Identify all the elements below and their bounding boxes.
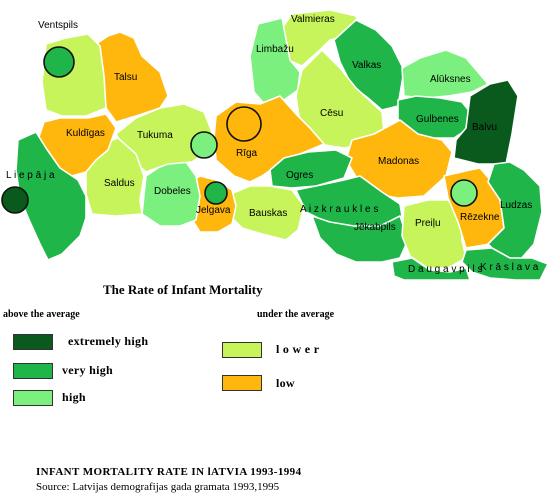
- district-label-valmieras: Valmieras: [291, 14, 335, 25]
- district-label-rezekne: Rēzekne: [460, 212, 500, 223]
- district-labels-layer: Valmieras Limbažu Valkas Alūksnes Gulbenes Ba…: [6, 14, 539, 275]
- district-label-valkas: Valkas: [352, 60, 381, 71]
- legend-swatch-lower: [222, 342, 262, 358]
- district-label-madonas: Madonas: [378, 156, 419, 167]
- legend-swatch-low: [222, 375, 262, 391]
- district-label-balvu: Balvu: [472, 122, 497, 133]
- district-label-ogres: Ogres: [286, 170, 313, 181]
- district-label-aluksnes: Alūksnes: [430, 74, 471, 85]
- legend-under-heading: under the average: [257, 309, 335, 320]
- district-label-riga: Rīga: [236, 148, 258, 159]
- legend-swatch-extremely-high: [13, 334, 53, 350]
- districts-layer: [15, 9, 549, 280]
- district-label-cesu: Cēsu: [320, 108, 343, 119]
- district-label-preilu: Preiļu: [415, 218, 441, 229]
- city-marker-liepaja: [1, 186, 29, 214]
- legend-swatch-high: [13, 390, 53, 406]
- district-label-ludzas: Ludzas: [500, 200, 532, 211]
- district-label-limbazu: Limbažu: [256, 44, 294, 55]
- district-label-saldus: Saldus: [104, 178, 135, 189]
- city-marker-jurmala: [190, 131, 218, 159]
- city-marker-ventspils: [43, 46, 75, 78]
- district-label-daugavpils: D a u g a v p i l s: [408, 264, 482, 275]
- footer-source: Source: Latvijas demografijas gada grama…: [36, 481, 280, 493]
- district-label-aizkraukles: A i z k r a u k l e s: [300, 204, 378, 215]
- latvia-district-map: Valmieras Limbažu Valkas Alūksnes Gulbenes Ba…: [1, 9, 549, 280]
- legend-label-low: low: [276, 376, 295, 390]
- legend-label-lower: l o w e r: [276, 342, 320, 356]
- district-daugavpils: [391, 257, 471, 280]
- district-limbazu: [249, 17, 301, 109]
- district-label-kuldigas: Kuldīgas: [66, 128, 105, 139]
- legend-label-extremely-high: extremely high: [68, 334, 149, 348]
- district-label-jelgava: Jelgava: [196, 205, 231, 216]
- district-kraslava: [461, 247, 549, 280]
- district-label-bauskas: Bauskas: [249, 208, 287, 219]
- district-label-kraslava: K r ā s l a v a: [480, 262, 539, 273]
- district-label-talsu: Talsu: [114, 72, 137, 83]
- map-title: The Rate of Infant Mortality: [103, 282, 263, 297]
- cities-layer: [1, 46, 478, 214]
- city-marker-riga: [226, 106, 262, 142]
- district-label-tukuma: Tukuma: [137, 130, 173, 141]
- legend-above-heading: above the average: [3, 309, 80, 320]
- legend-swatch-very-high: [13, 363, 53, 379]
- footer-title: INFANT MORTALITY RATE IN lATVIA 1993-199…: [36, 466, 302, 478]
- legend-label-very-high: very high: [62, 363, 114, 377]
- district-ogres: [269, 149, 353, 189]
- district-label-liepaja: L i e p ā j a: [6, 170, 55, 181]
- district-label-ventspils: Ventspils: [38, 20, 78, 31]
- district-label-dobeles: Dobeles: [154, 186, 191, 197]
- district-jekabpils: [311, 215, 409, 263]
- city-marker-rezekne: [450, 179, 478, 207]
- city-marker-jelgava: [204, 181, 228, 205]
- district-label-gulbenes: Gulbenes: [416, 114, 459, 125]
- district-label-jekabpils: Jēkabpils: [354, 222, 396, 233]
- legend-label-high: high: [62, 390, 86, 404]
- district-bauskas: [225, 185, 305, 241]
